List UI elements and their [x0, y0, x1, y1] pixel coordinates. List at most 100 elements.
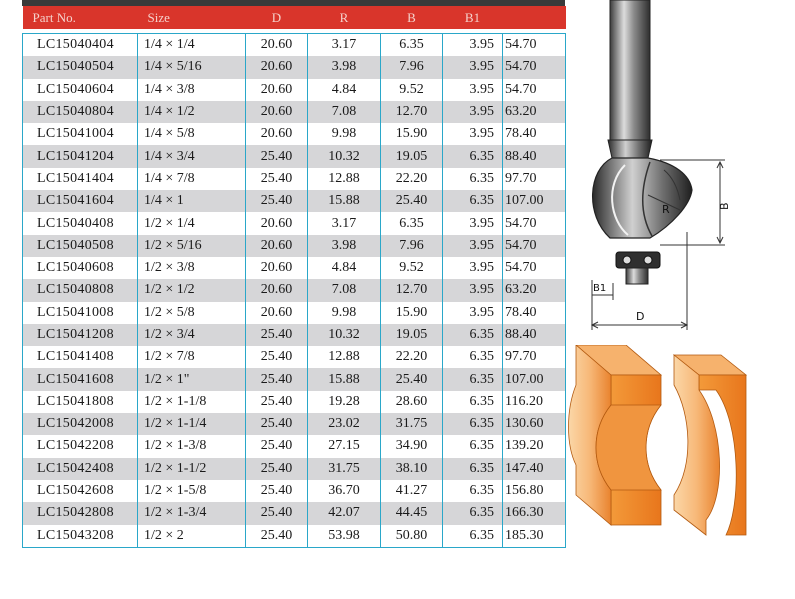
- cell-b: 25.40: [380, 190, 443, 213]
- cell-part-no: LC15041204: [22, 145, 138, 168]
- cell-d: 20.60: [245, 100, 308, 124]
- cell-price: 147.40: [502, 457, 566, 480]
- cell-b1: 3.95: [442, 301, 503, 324]
- table-row: LC15042208 1/2 × 1-3/8 25.40 27.15 34.90 6.35…: [22, 435, 566, 458]
- table-row: LC15043208 1/2 × 2 25.40 53.98 50.80 6.35 185.…: [22, 524, 566, 548]
- cell-b1: 3.95: [442, 78, 503, 101]
- cell-b: 22.20: [380, 167, 443, 191]
- cell-r: 3.98: [307, 56, 381, 79]
- table-body: LC15040404 1/4 × 1/4 20.60 3.17 6.35 3.95 54.7…: [22, 33, 566, 548]
- cell-b: 15.90: [380, 301, 443, 324]
- table-row: LC15042408 1/2 × 1-1/2 25.40 31.75 38.10 6.35…: [22, 457, 566, 480]
- cell-price: 107.00: [502, 190, 566, 213]
- cell-b1: 6.35: [442, 368, 503, 391]
- cell-r: 27.15: [307, 435, 381, 458]
- cell-price: 185.30: [502, 524, 566, 548]
- cell-r: 7.08: [307, 279, 381, 302]
- cell-b: 12.70: [380, 279, 443, 302]
- cell-b1: 6.35: [442, 435, 503, 458]
- cell-d: 25.40: [245, 435, 308, 458]
- router-bit-cutter: [592, 157, 693, 239]
- table-row: LC15041604 1/4 × 1 25.40 15.88 25.40 6.35 107.…: [22, 190, 566, 213]
- cell-b1: 6.35: [442, 323, 503, 347]
- cell-r: 3.17: [307, 212, 381, 235]
- cell-part-no: LC15041004: [22, 123, 138, 146]
- router-bit-shank: [607, 0, 653, 159]
- cell-b1: 6.35: [442, 390, 503, 414]
- cell-part-no: LC15040508: [22, 234, 138, 257]
- cell-b: 9.52: [380, 256, 443, 280]
- cell-part-no: LC15041604: [22, 190, 138, 213]
- cell-price: 97.70: [502, 167, 566, 191]
- cell-d: 20.60: [245, 33, 308, 57]
- cell-b: 19.05: [380, 323, 443, 347]
- spec-table: Part No. Size D R B B1 LC15040404 1/4 × 1…: [22, 6, 566, 548]
- cell-size: 1/4 × 3/8: [137, 78, 246, 101]
- cell-price: 88.40: [502, 145, 566, 168]
- cell-size: 1/2 × 2: [137, 524, 246, 548]
- cell-part-no: LC15042408: [22, 457, 138, 480]
- cell-r: 3.98: [307, 234, 381, 257]
- cell-d: 25.40: [245, 413, 308, 436]
- cell-price: 88.40: [502, 323, 566, 347]
- table-row: LC15040508 1/2 × 5/16 20.60 3.98 7.96 3.95 54.…: [22, 234, 566, 257]
- cell-r: 4.84: [307, 78, 381, 101]
- cell-part-no: LC15042008: [22, 413, 138, 436]
- cell-r: 31.75: [307, 457, 381, 480]
- cell-part-no: LC15041008: [22, 301, 138, 324]
- cell-size: 1/2 × 1-5/8: [137, 479, 246, 503]
- cell-size: 1/2 × 5/8: [137, 301, 246, 324]
- label-b1: B1: [593, 283, 606, 294]
- cell-part-no: LC15042808: [22, 502, 138, 525]
- header-b1: B1: [442, 6, 503, 29]
- cell-part-no: LC15042608: [22, 479, 138, 503]
- header-size: Size: [137, 6, 246, 29]
- cell-r: 12.88: [307, 167, 381, 191]
- cell-b: 44.45: [380, 502, 443, 525]
- cell-r: 10.32: [307, 323, 381, 347]
- header-price: [502, 6, 566, 29]
- cell-part-no: LC15041404: [22, 167, 138, 191]
- wood-profile-illustration: [568, 345, 748, 536]
- cell-part-no: LC15040504: [22, 56, 138, 79]
- cell-b: 15.90: [380, 123, 443, 146]
- cell-size: 1/2 × 1-1/2: [137, 457, 246, 480]
- cell-part-no: LC15041608: [22, 368, 138, 391]
- cell-size: 1/2 × 1/4: [137, 212, 246, 235]
- table-header-row: Part No. Size D R B B1: [22, 6, 566, 29]
- cell-size: 1/2 × 1-1/8: [137, 390, 246, 414]
- cell-r: 36.70: [307, 479, 381, 503]
- cell-price: 107.00: [502, 368, 566, 391]
- cell-b: 28.60: [380, 390, 443, 414]
- cell-r: 19.28: [307, 390, 381, 414]
- cell-price: 166.30: [502, 502, 566, 525]
- cell-size: 1/4 × 7/8: [137, 167, 246, 191]
- cell-b: 38.10: [380, 457, 443, 480]
- cell-b1: 3.95: [442, 212, 503, 235]
- cell-size: 1/2 × 3/8: [137, 256, 246, 280]
- cell-part-no: LC15041208: [22, 323, 138, 347]
- cell-size: 1/2 × 1-3/4: [137, 502, 246, 525]
- cell-b: 6.35: [380, 212, 443, 235]
- cell-size: 1/2 × 1-1/4: [137, 413, 246, 436]
- cell-price: 54.70: [502, 33, 566, 57]
- table-row: LC15041808 1/2 × 1-1/8 25.40 19.28 28.60 6.35…: [22, 390, 566, 414]
- cell-b1: 6.35: [442, 524, 503, 548]
- label-r: R: [662, 203, 670, 216]
- cell-price: 139.20: [502, 435, 566, 458]
- cell-b1: 6.35: [442, 413, 503, 436]
- cell-part-no: LC15043208: [22, 524, 138, 548]
- cell-d: 20.60: [245, 301, 308, 324]
- cell-d: 20.60: [245, 78, 308, 101]
- cell-b1: 6.35: [442, 346, 503, 369]
- label-d: D: [636, 310, 644, 323]
- cell-b1: 3.95: [442, 256, 503, 280]
- cell-r: 9.98: [307, 123, 381, 146]
- cell-r: 15.88: [307, 368, 381, 391]
- cell-b1: 3.95: [442, 56, 503, 79]
- cell-d: 25.40: [245, 167, 308, 191]
- cell-price: 54.70: [502, 256, 566, 280]
- wood-profile-right: [672, 354, 748, 536]
- cell-price: 78.40: [502, 301, 566, 324]
- cell-b: 6.35: [380, 33, 443, 57]
